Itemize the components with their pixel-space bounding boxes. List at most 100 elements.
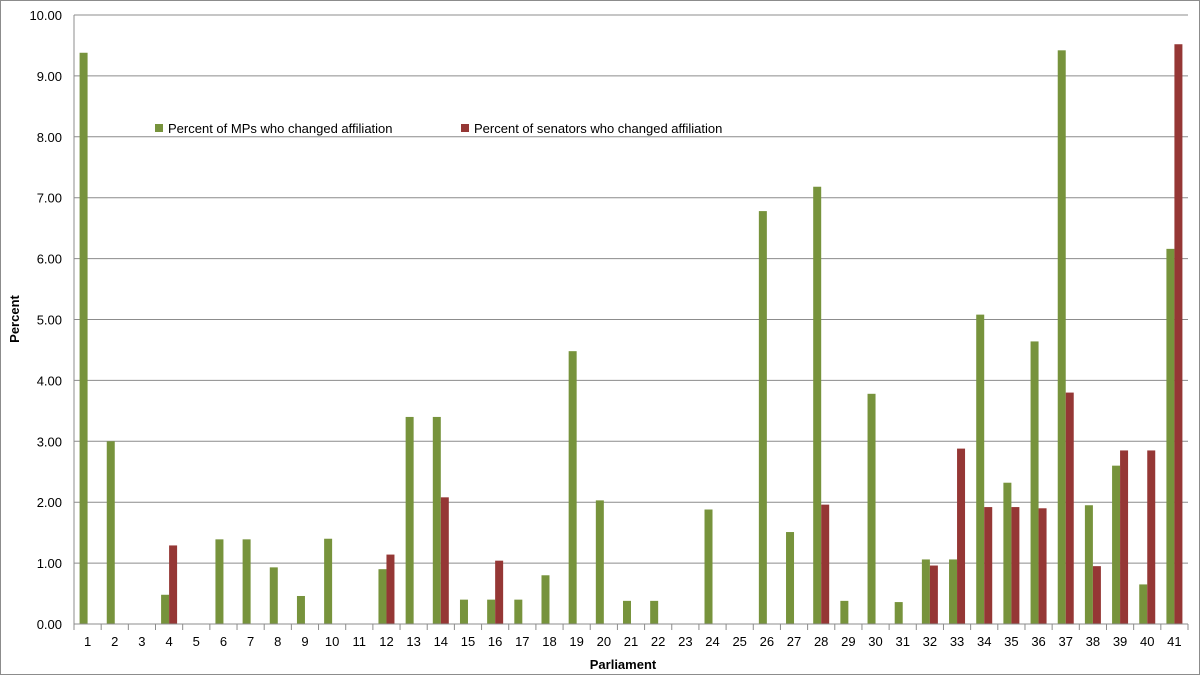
bar-mps [758, 211, 767, 624]
bar-mps [1030, 341, 1039, 624]
bar-senators [1120, 450, 1129, 624]
x-tick-label: 26 [760, 634, 774, 649]
bar-mps [650, 600, 659, 624]
y-tick-label: 4.00 [37, 373, 62, 388]
bar-mps [432, 416, 441, 624]
bar-mps [595, 500, 604, 624]
bar-mps [161, 594, 170, 624]
bar-mps [1166, 248, 1175, 624]
x-tick-label: 37 [1058, 634, 1072, 649]
bar-mps [296, 595, 305, 624]
x-tick-label: 6 [220, 634, 227, 649]
bar-mps [704, 509, 713, 624]
x-tick-label: 13 [406, 634, 420, 649]
x-tick-label: 31 [895, 634, 909, 649]
bar-mps [949, 559, 958, 624]
x-tick-label: 27 [787, 634, 801, 649]
y-tick-label: 5.00 [37, 313, 62, 328]
x-tick-label: 9 [301, 634, 308, 649]
bar-mps [1003, 482, 1012, 624]
bars [79, 44, 1183, 625]
bar-senators [169, 545, 178, 624]
bar-mps [1112, 465, 1121, 624]
x-tick-label: 11 [353, 634, 367, 649]
x-tick-label: 22 [651, 634, 665, 649]
y-tick-label: 1.00 [37, 556, 62, 571]
bar-mps [215, 539, 224, 624]
bar-mps [921, 559, 930, 624]
y-tick-label: 9.00 [37, 69, 62, 84]
bar-mps [106, 441, 115, 624]
legend-label-senators: Percent of senators who changed affiliat… [474, 121, 722, 136]
y-tick-labels: 0.00 1.00 2.00 3.00 4.00 5.00 6.00 7.00 8.00 9.00… [29, 8, 62, 632]
bar-senators [1147, 450, 1156, 624]
x-tick-label: 8 [274, 634, 281, 649]
bar-senators [929, 565, 938, 624]
x-tick-label: 32 [923, 634, 937, 649]
x-tick-label: 17 [515, 634, 529, 649]
legend-swatch-senators [461, 124, 469, 132]
axes [73, 15, 1189, 630]
x-tick-label: 10 [325, 634, 339, 649]
bar-senators [1092, 566, 1101, 624]
bar-mps [487, 599, 496, 624]
y-tick-label: 0.00 [37, 617, 62, 632]
bar-mps [867, 393, 876, 624]
x-tick-label: 3 [138, 634, 145, 649]
gridlines [74, 14, 1188, 625]
x-tick-label: 39 [1113, 634, 1127, 649]
x-tick-label: 7 [247, 634, 254, 649]
x-tick-label: 15 [461, 634, 475, 649]
x-tick-label: 40 [1140, 634, 1154, 649]
bar-senators [1011, 507, 1020, 624]
x-tick-label: 41 [1167, 634, 1181, 649]
bar-mps [623, 600, 631, 624]
bar-mps [269, 567, 278, 624]
bar-mps [976, 314, 985, 624]
bar-mps [786, 532, 795, 624]
y-tick-label: 3.00 [37, 434, 62, 449]
x-tick-label: 25 [732, 634, 746, 649]
bar-mps [840, 600, 849, 624]
bar-mps [813, 186, 822, 624]
x-tick-labels: 1 2 3 4 5 6 7 8 9 10 11 12 13 14 15 16 17 18 19 20 21 22 23 24 2… [84, 634, 1182, 649]
bar-mps [894, 602, 903, 624]
x-tick-label: 38 [1086, 634, 1100, 649]
x-tick-label: 18 [542, 634, 556, 649]
y-tick-label: 10.00 [29, 8, 62, 23]
bar-mps [405, 416, 414, 624]
bar-mps [378, 569, 387, 624]
x-tick-label: 1 [84, 634, 91, 649]
bar-senators [984, 507, 993, 624]
bar-senators [495, 560, 504, 624]
x-tick-label: 5 [193, 634, 200, 649]
bar-senators [1065, 392, 1074, 624]
bar-mps [541, 575, 550, 624]
x-tick-label: 12 [379, 634, 393, 649]
bar-senators [821, 504, 830, 624]
y-tick-label: 7.00 [37, 191, 62, 206]
bar-mps [242, 539, 251, 624]
x-tick-label: 28 [814, 634, 828, 649]
x-tick-label: 24 [705, 634, 719, 649]
x-tick-label: 34 [977, 634, 991, 649]
bar-senators [440, 497, 449, 624]
x-tick-label: 16 [488, 634, 502, 649]
x-tick-label: 2 [111, 634, 118, 649]
bar-mps [1084, 505, 1093, 624]
bar-senators [1174, 44, 1183, 625]
x-tick-label: 36 [1031, 634, 1045, 649]
bar-mps [514, 599, 523, 624]
y-tick-label: 8.00 [37, 130, 62, 145]
bar-mps [1139, 584, 1148, 624]
bar-mps [79, 52, 88, 625]
bar-mps [324, 538, 333, 624]
bar-mps [459, 599, 468, 624]
bar-senators [1038, 508, 1047, 624]
x-tick-label: 21 [624, 634, 638, 649]
y-axis-title: Percent [7, 294, 22, 342]
x-tick-label: 19 [569, 634, 583, 649]
bar-mps [1057, 50, 1066, 624]
bar-mps [568, 351, 577, 624]
